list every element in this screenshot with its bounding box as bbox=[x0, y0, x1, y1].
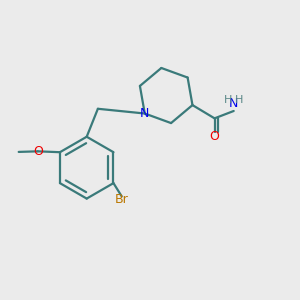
Text: N: N bbox=[140, 107, 149, 120]
Text: O: O bbox=[33, 145, 43, 158]
Text: N: N bbox=[229, 97, 238, 110]
Text: Br: Br bbox=[115, 193, 129, 206]
Text: H: H bbox=[224, 95, 232, 105]
Text: O: O bbox=[210, 130, 220, 143]
Text: H: H bbox=[235, 95, 243, 105]
